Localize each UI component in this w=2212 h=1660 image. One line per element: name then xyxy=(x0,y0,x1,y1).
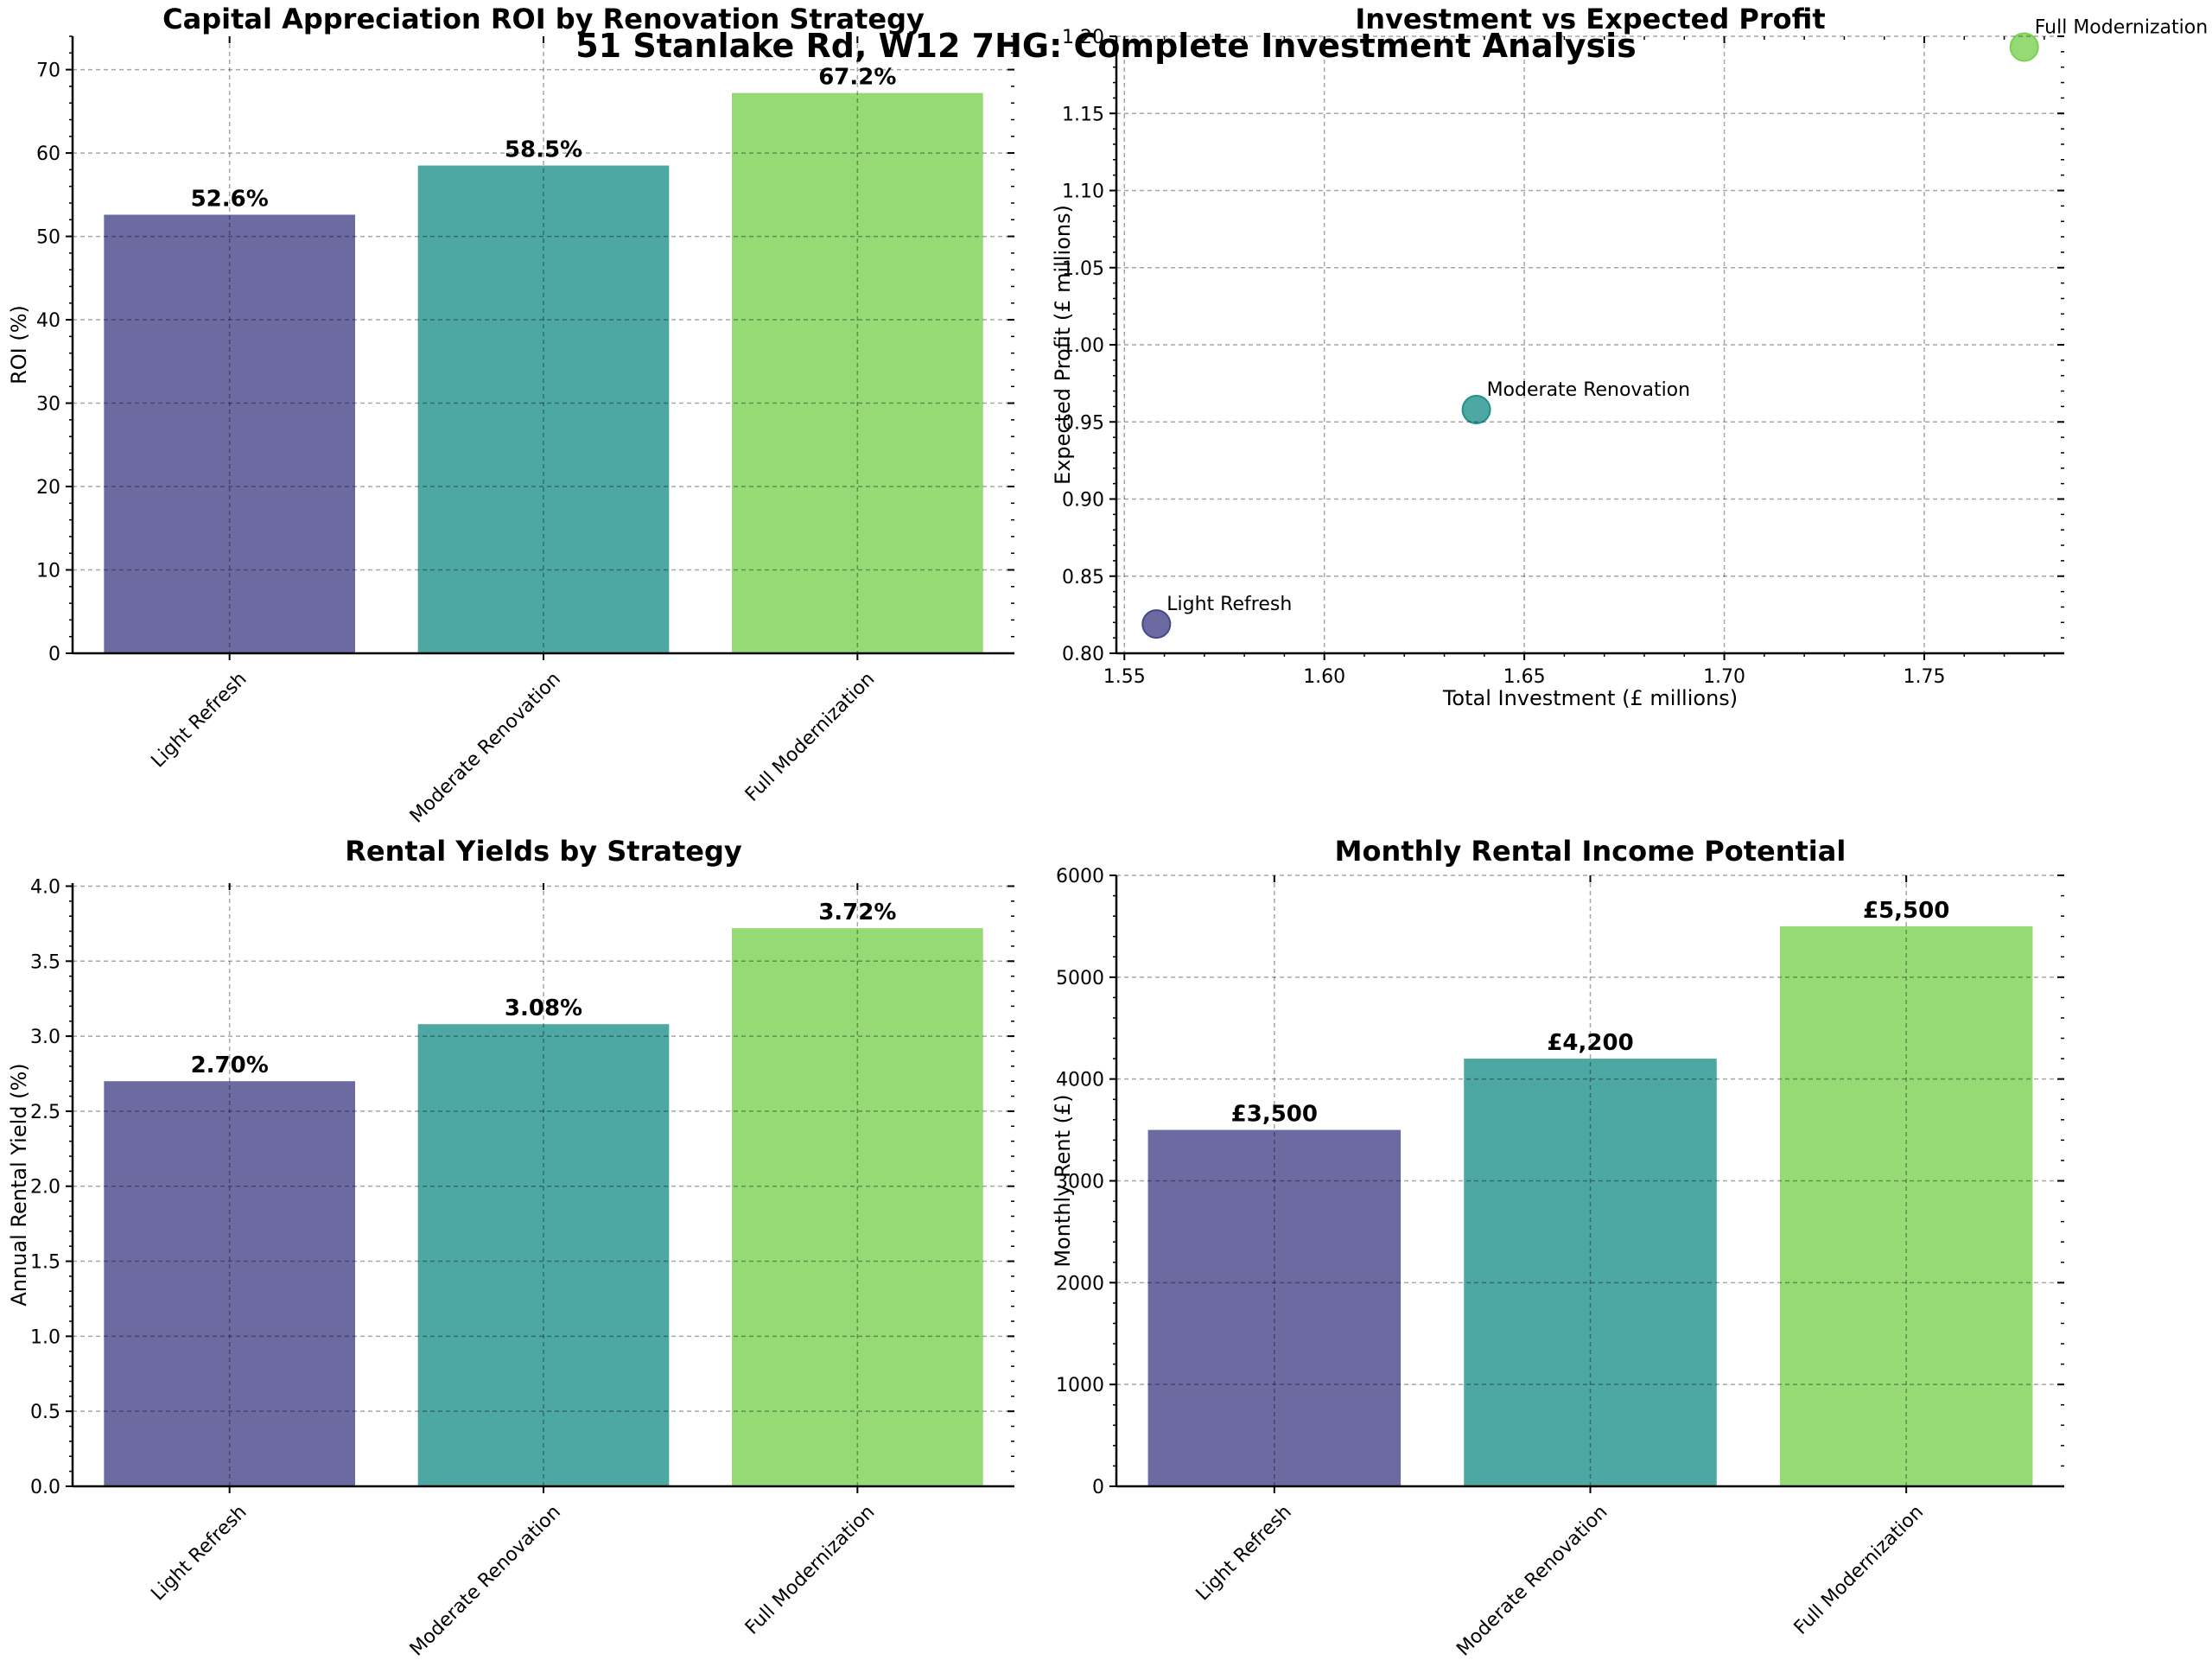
x-tick-label: 1.55 xyxy=(1103,666,1146,688)
point-full-modernization xyxy=(2009,32,2039,62)
point-light-refresh xyxy=(1141,609,1172,639)
y-axis-label: Monthly Rent (£) xyxy=(1051,1094,1075,1267)
y-axis-label: Expected Profit (£ millions) xyxy=(1051,205,1075,485)
y-tick-label: 70 xyxy=(36,60,60,82)
bar-full-modernization xyxy=(732,928,983,1486)
y-tick-label: 6000 xyxy=(1056,866,1104,887)
point-annotation: Moderate Renovation xyxy=(1487,379,1691,401)
y-tick-label: 1.05 xyxy=(1062,258,1104,280)
y-tick-label: 0.85 xyxy=(1062,567,1104,588)
bar-moderate-renovation xyxy=(417,1024,670,1486)
y-tick-label: 0.0 xyxy=(30,1477,60,1498)
bar-value-label: 3.08% xyxy=(505,995,582,1021)
y-tick-label: 1.0 xyxy=(30,1326,60,1348)
chart-title: Capital Appreciation ROI by Renovation S… xyxy=(162,3,925,35)
bar-value-label: 2.70% xyxy=(191,1053,269,1078)
y-tick-label: 3000 xyxy=(1056,1172,1104,1193)
chart-panel-3: Rental Yields by Strategy 2.70% 3.08% 3.72%… xyxy=(7,835,1014,1660)
x-tick-label: 1.70 xyxy=(1703,666,1745,688)
y-tick-label: 10 xyxy=(36,561,60,582)
y-axis-label: ROI (%) xyxy=(7,305,31,385)
figure-suptitle: 51 Stanlake Rd, W12 7HG: Complete Invest… xyxy=(575,27,1637,65)
bar-moderate-renovation xyxy=(1464,1059,1717,1486)
x-tick-label: 1.65 xyxy=(1503,666,1546,688)
y-tick-label: 1.20 xyxy=(1062,27,1104,48)
y-tick-label: 2.5 xyxy=(30,1102,60,1123)
chart-panel-4: Monthly Rental Income Potential £3,500 £4,… xyxy=(1051,835,2064,1660)
x-tick-label: Light Refresh xyxy=(1192,1501,1296,1605)
bar-light-refresh xyxy=(1147,1129,1402,1486)
chart-title: Investment vs Expected Profit xyxy=(1355,3,1825,35)
y-tick-label: 1.15 xyxy=(1062,104,1104,125)
y-tick-label: 4.0 xyxy=(30,876,60,898)
chart-title: Rental Yields by Strategy xyxy=(345,835,742,868)
y-tick-label: 1.10 xyxy=(1062,181,1104,203)
bar-value-label: £4,200 xyxy=(1547,1030,1633,1056)
bar-light-refresh xyxy=(104,214,355,653)
y-tick-label: 20 xyxy=(36,477,60,499)
bar-value-label: 52.6% xyxy=(191,186,269,212)
point-annotation: Full Modernization xyxy=(2035,16,2208,38)
y-tick-label: 3.5 xyxy=(30,951,60,973)
x-tick-label: 1.75 xyxy=(1904,666,1946,688)
y-tick-label: 2.0 xyxy=(30,1177,60,1199)
x-tick-label: Light Refresh xyxy=(147,1501,251,1605)
x-tick-label: Moderate Renovation xyxy=(406,1501,565,1660)
bar-full-modernization xyxy=(1779,925,2033,1486)
y-tick-label: 0.80 xyxy=(1062,644,1104,665)
y-tick-label: 3.0 xyxy=(30,1027,60,1048)
x-axis-label: Total Investment (£ millions) xyxy=(1442,686,1738,710)
chart-panel-2: Investment vs Expected Profit 1.55 1.60 1.6… xyxy=(1051,3,2208,710)
y-axis-label: Annual Rental Yield (%) xyxy=(7,1063,31,1306)
point-annotation: Light Refresh xyxy=(1166,594,1292,615)
bar-light-refresh xyxy=(104,1081,355,1486)
point-moderate-renovation xyxy=(1461,394,1491,424)
y-tick-label: 0 xyxy=(48,644,60,665)
y-tick-label: 60 xyxy=(36,143,60,165)
y-tick-label: 30 xyxy=(36,394,60,416)
y-tick-label: 0.5 xyxy=(30,1402,60,1423)
bar-moderate-renovation xyxy=(417,165,670,653)
bar-value-label: £5,500 xyxy=(1863,898,1949,924)
x-tick-label: Light Refresh xyxy=(147,668,251,772)
y-tick-label: 2000 xyxy=(1056,1273,1104,1294)
x-tick-label: Full Modernization xyxy=(741,1501,879,1638)
chart-panel-1: Capital Appreciation ROI by Renovation S… xyxy=(7,3,1014,828)
y-tick-label: 40 xyxy=(36,310,60,332)
y-tick-label: 1.5 xyxy=(30,1252,60,1274)
bar-full-modernization xyxy=(732,92,983,653)
x-tick-label: Moderate Renovation xyxy=(406,668,565,827)
y-tick-label: 1000 xyxy=(1056,1375,1104,1396)
y-tick-label: 5000 xyxy=(1056,968,1104,989)
bar-value-label: 67.2% xyxy=(818,65,896,91)
y-tick-label: 0 xyxy=(1092,1477,1104,1498)
y-tick-label: 1.00 xyxy=(1062,335,1104,357)
x-tick-label: 1.60 xyxy=(1303,666,1345,688)
x-tick-label: Moderate Renovation xyxy=(1452,1501,1611,1660)
x-tick-label: Full Modernization xyxy=(741,668,879,805)
y-tick-label: 4000 xyxy=(1056,1070,1104,1091)
y-tick-label: 0.90 xyxy=(1062,490,1104,512)
x-tick-label: Full Modernization xyxy=(1790,1501,1928,1638)
bar-value-label: 58.5% xyxy=(505,137,582,163)
chart-title: Monthly Rental Income Potential xyxy=(1335,835,1847,868)
bar-value-label: 3.72% xyxy=(818,900,896,925)
bar-value-label: £3,500 xyxy=(1231,1102,1318,1128)
y-tick-label: 50 xyxy=(36,227,60,249)
y-tick-label: 0.95 xyxy=(1062,412,1104,434)
